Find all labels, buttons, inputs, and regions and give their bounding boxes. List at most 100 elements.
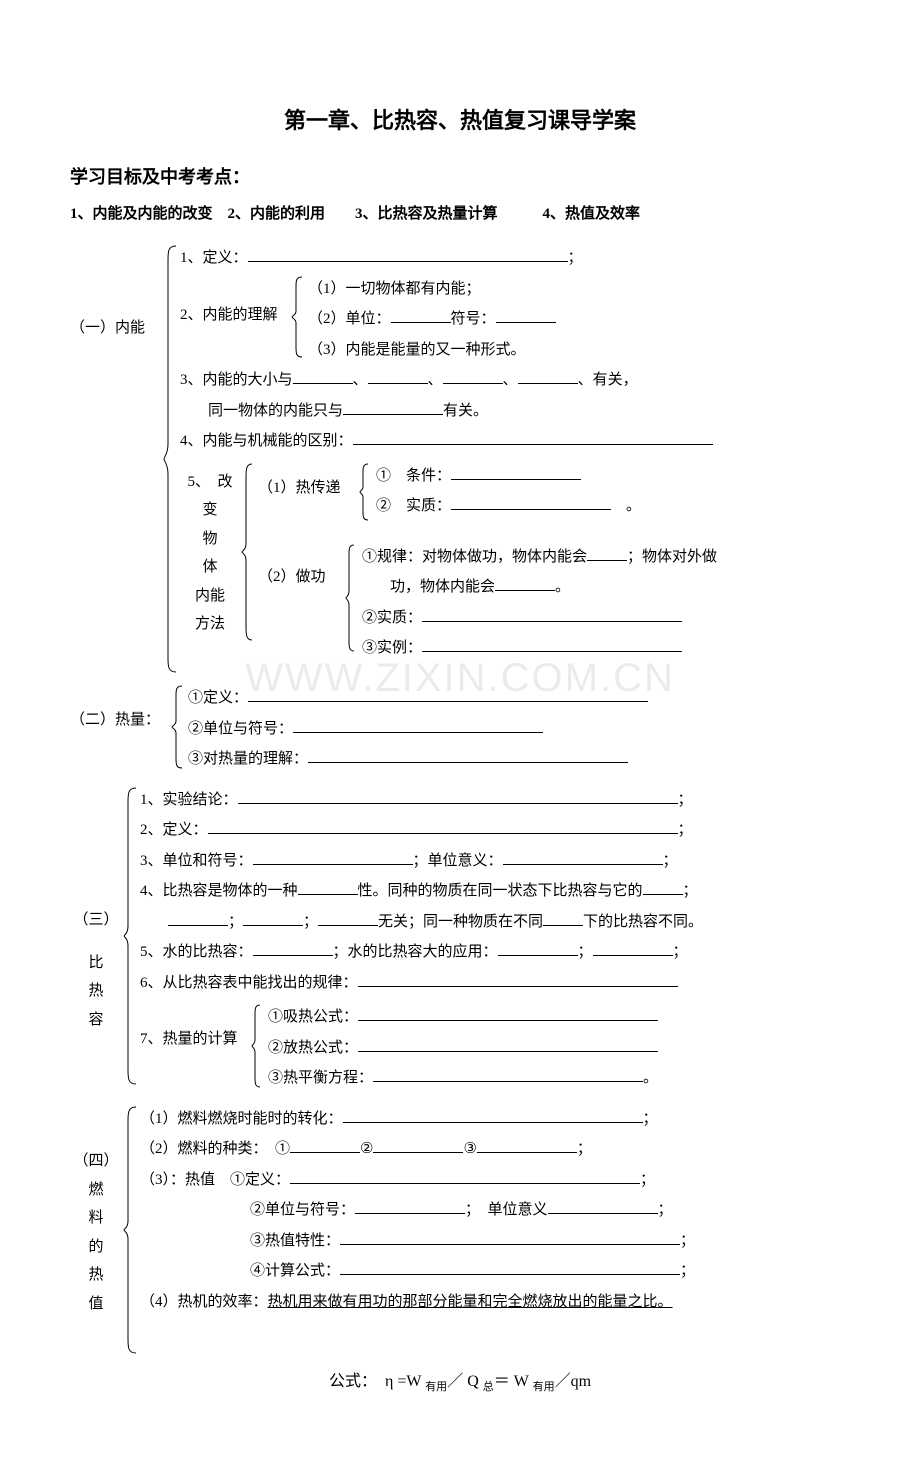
blank [391, 308, 451, 323]
text: 内能 [195, 582, 225, 611]
section-1-content: 1、定义：； 2、内能的理解 （1）一切物体都有内能； （2）单位：符号： （3… [180, 244, 850, 674]
brace-icon [240, 462, 258, 642]
text: ③对热量的理解： [188, 751, 308, 767]
text: 有关。 [443, 403, 488, 419]
text: 4、内能与机械能的区别： [180, 433, 353, 449]
text: （2）单位： [308, 311, 391, 327]
blank [587, 546, 627, 561]
blank [253, 941, 333, 956]
text: ③ [463, 1141, 476, 1157]
text: ①定义： [188, 690, 248, 706]
text: 无关；同一种物质在不同 [378, 914, 543, 930]
blank [643, 880, 683, 895]
text: ②单位与符号： [250, 1202, 355, 1218]
s1-l5-label: 5、 改 变 物 体 内能 方法 [180, 462, 240, 639]
brace-icon [122, 1105, 140, 1355]
blank [593, 941, 673, 956]
brace-icon [344, 543, 362, 653]
text: 物 [202, 525, 217, 554]
brace-icon [122, 786, 140, 1095]
text: ； [680, 1263, 695, 1279]
text: （1）热传递 [258, 462, 358, 503]
s1-l2c: （3）内能是能量的又一种形式。 [308, 336, 556, 365]
text: 4、比热容是物体的一种 [140, 883, 298, 899]
text: 2、定义： [140, 822, 208, 838]
objectives-label: 学习目标及中考考点： [70, 160, 850, 194]
blank [503, 850, 663, 865]
text: ； [578, 944, 593, 960]
text: 5、 改 [187, 468, 232, 497]
text: （三） [73, 906, 118, 935]
text: 3、内能的大小与 [180, 372, 293, 388]
blank [238, 789, 678, 804]
text: ；单位意义： [413, 853, 503, 869]
blank [243, 911, 303, 926]
text: ①规律：对物体做功，物体内能会 [362, 549, 587, 565]
blank [495, 576, 555, 591]
text: ②实质： [362, 610, 422, 626]
blank [477, 1138, 577, 1153]
formula: 公式： η =W 有用／ Q 总＝ W 有用／qm [70, 1367, 850, 1398]
section-1: （一）内能 1、定义：； 2、内能的理解 （1）一切物体都有内能； （2）单位：… [70, 244, 850, 674]
blank [373, 1138, 463, 1153]
text: 热 [88, 1261, 103, 1290]
blank [298, 880, 358, 895]
blank [543, 911, 583, 926]
text: 热 [88, 977, 103, 1006]
blank [358, 972, 678, 987]
section-1-label: （一）内能 [70, 244, 162, 674]
text: 方法 [195, 610, 225, 639]
brace-icon [170, 684, 188, 776]
text: ； [577, 1141, 592, 1157]
text: ② 实质： [376, 498, 451, 514]
text: （1）燃料燃烧时能时的转化： [140, 1111, 343, 1127]
blank [290, 1138, 360, 1153]
text: 燃 [88, 1176, 103, 1205]
blank [343, 400, 443, 415]
blank [422, 637, 682, 652]
blank [248, 687, 648, 702]
text: ； [678, 792, 693, 808]
blank [498, 941, 578, 956]
blank [248, 247, 568, 262]
text: 6、从比热容表中能找出的规律： [140, 975, 358, 991]
text: ②放热公式： [268, 1040, 358, 1056]
s1-l2-label: 2、内能的理解 [180, 275, 290, 330]
text: 、 [503, 372, 518, 388]
blank [340, 1230, 680, 1245]
blank [358, 1037, 658, 1052]
blank [343, 1108, 643, 1123]
text: ②单位与符号： [188, 721, 293, 737]
s1-l1: 1、定义： [180, 250, 248, 266]
blank [340, 1260, 680, 1275]
blank [290, 1169, 640, 1184]
blank [518, 369, 578, 384]
text: ； [228, 914, 243, 930]
text: ③热平衡方程： [268, 1070, 373, 1086]
blank [358, 1006, 658, 1021]
blank [253, 850, 413, 865]
text: 同一物体的内能只与 [208, 403, 343, 419]
text: 值 [88, 1290, 103, 1319]
text: 变 [202, 496, 217, 525]
blank [496, 308, 556, 323]
section-4: （四） 燃 料 的 热 值 （1）燃料燃烧时能时的转化：； （2）燃料的种类： … [70, 1105, 850, 1355]
text: 符号： [451, 311, 496, 327]
blank [293, 718, 543, 733]
text: ② [360, 1141, 373, 1157]
s1-l2a: （1）一切物体都有内能； [308, 275, 556, 304]
text: （2）做功 [258, 543, 344, 592]
page-title: 第一章、比热容、热值复习课导学案 [70, 100, 850, 142]
text: 。 [555, 579, 570, 595]
blank [451, 495, 611, 510]
blank [373, 1067, 643, 1082]
blank [293, 369, 353, 384]
brace-icon [250, 1003, 268, 1089]
blank [318, 911, 378, 926]
section-4-label: （四） 燃 料 的 热 值 [70, 1105, 122, 1355]
text: ； [658, 1202, 673, 1218]
blank [368, 369, 428, 384]
text: ； [640, 1172, 655, 1188]
text: ； 单位意义 [465, 1202, 548, 1218]
text: ； [663, 853, 678, 869]
